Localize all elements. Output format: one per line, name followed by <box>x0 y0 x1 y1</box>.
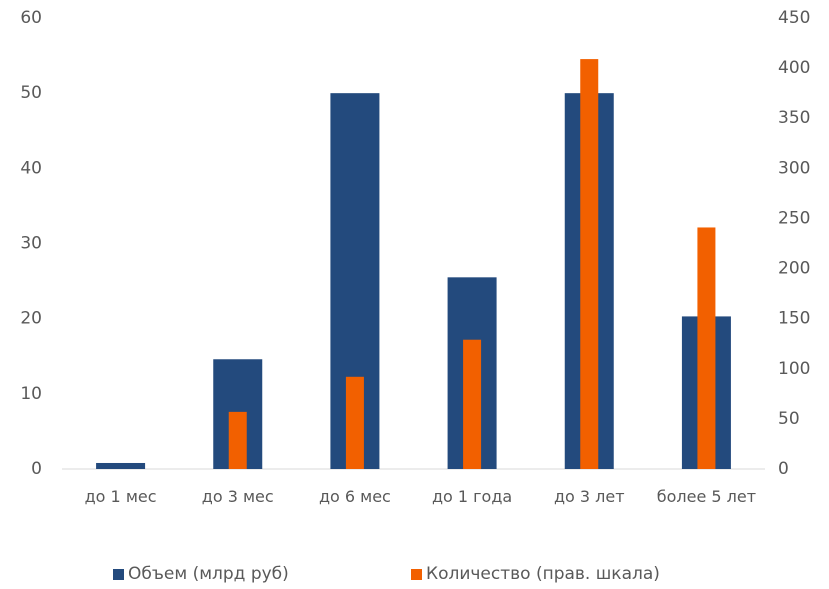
y2-tick-label: 450 <box>778 8 810 28</box>
y2-tick-label: 300 <box>778 158 810 178</box>
bar <box>697 227 716 469</box>
x-tick-label: до 1 мес <box>84 487 157 506</box>
legend-label: Количество (прав. шкала) <box>426 564 660 584</box>
x-tick-label: до 3 лет <box>553 487 625 506</box>
legend-item: Объем (млрд руб) <box>113 564 289 584</box>
y2-tick-label: 350 <box>778 108 810 128</box>
y-tick-label: 50 <box>20 83 42 103</box>
x-tick-label: до 6 мес <box>318 487 391 506</box>
y2-tick-label: 250 <box>778 208 810 228</box>
y2-tick-label: 0 <box>778 459 789 479</box>
bar <box>228 411 247 469</box>
legend-item: Количество (прав. шкала) <box>411 564 660 584</box>
legend-label: Объем (млрд руб) <box>128 564 289 584</box>
bar <box>580 59 599 469</box>
x-tick-label: до 1 года <box>431 487 513 506</box>
y-tick-label: 60 <box>20 8 42 28</box>
x-tick-label: до 3 мес <box>201 487 274 506</box>
bar <box>463 339 482 469</box>
y-tick-label: 30 <box>20 234 42 254</box>
y-tick-label: 10 <box>20 384 42 404</box>
y2-tick-label: 150 <box>778 309 810 329</box>
y-tick-label: 40 <box>20 158 42 178</box>
y2-tick-label: 400 <box>778 58 810 78</box>
y2-tick-label: 200 <box>778 259 810 279</box>
bar <box>96 462 146 469</box>
legend-swatch <box>411 568 422 580</box>
bar <box>345 376 364 469</box>
y2-tick-label: 100 <box>778 359 810 379</box>
x-tick-label: более 5 лет <box>656 487 757 506</box>
y2-tick-label: 50 <box>778 409 800 429</box>
y-tick-label: 0 <box>31 459 42 479</box>
legend-swatch <box>113 568 124 580</box>
y-tick-label: 20 <box>20 309 42 329</box>
